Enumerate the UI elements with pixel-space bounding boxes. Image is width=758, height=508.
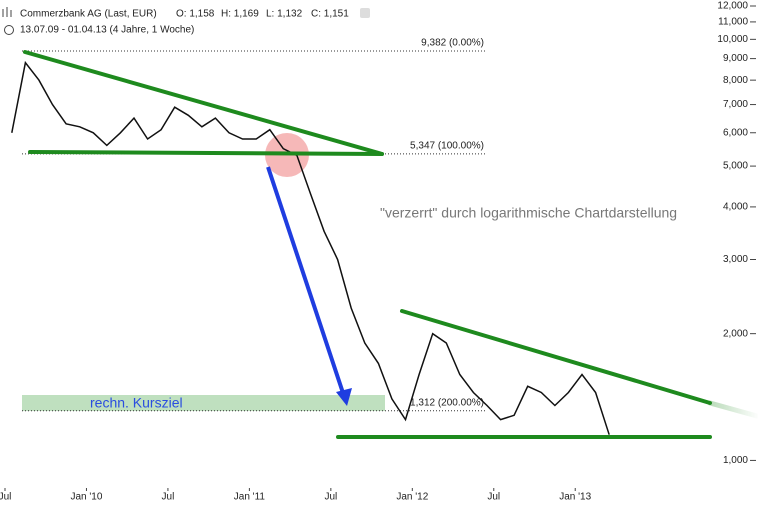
x-tick-label: Jan '10 <box>70 492 102 503</box>
x-tick-label: Jan '12 <box>396 492 428 503</box>
y-tick-label: 4,000 <box>723 202 748 213</box>
x-tick-label: Jan '13 <box>559 492 591 503</box>
y-tick-label: 9,000 <box>723 53 748 64</box>
y-tick-label: 1,000 <box>723 455 748 466</box>
arrow-shaft <box>266 166 345 394</box>
trendline <box>400 309 712 405</box>
arrow-head <box>336 388 352 406</box>
annotation: "verzerrt" durch logarithmische Chartdar… <box>380 205 677 221</box>
ohlc-open: O: 1,158 <box>176 9 215 20</box>
target-zone <box>22 395 385 411</box>
trendline <box>23 50 384 156</box>
y-tick-label: 5,000 <box>723 161 748 172</box>
level-label: 1,312 (200.00%) <box>410 397 484 408</box>
chart-icon <box>2 7 12 17</box>
settings-icon[interactable] <box>360 8 370 18</box>
y-tick-label: 2,000 <box>723 328 748 339</box>
y-tick-label: 8,000 <box>723 75 748 86</box>
y-tick-label: 12,000 <box>717 1 748 12</box>
x-tick-label: Jan '11 <box>234 492 266 503</box>
x-tick-label: Jul <box>487 492 500 503</box>
y-tick-label: 10,000 <box>717 34 748 45</box>
x-tick-label: Jul <box>0 492 11 503</box>
y-tick-label: 3,000 <box>723 254 748 265</box>
annotation: rechn. Kursziel <box>90 395 183 411</box>
level-label: 9,382 (0.00%) <box>421 38 484 49</box>
level-label: 5,347 (100.00%) <box>410 140 484 151</box>
x-tick-label: Jul <box>324 492 337 503</box>
y-tick-label: 7,000 <box>723 99 748 110</box>
trendline-extension <box>707 400 758 419</box>
y-tick-label: 11,000 <box>718 17 748 28</box>
clock-icon <box>4 25 14 35</box>
chart-subtitle: 13.07.09 - 01.04.13 (4 Jahre, 1 Woche) <box>20 25 194 36</box>
x-tick-label: Jul <box>162 492 175 503</box>
trendline <box>28 150 384 156</box>
price-line <box>11 60 610 435</box>
chart-title: Commerzbank AG (Last, EUR) <box>20 9 157 20</box>
ohlc-high: H: 1,169 <box>221 9 259 20</box>
ohlc-close: C: 1,151 <box>311 9 349 20</box>
trendlines <box>23 50 758 440</box>
ohlc-low: L: 1,132 <box>266 9 303 20</box>
y-tick-label: 6,000 <box>723 127 748 138</box>
